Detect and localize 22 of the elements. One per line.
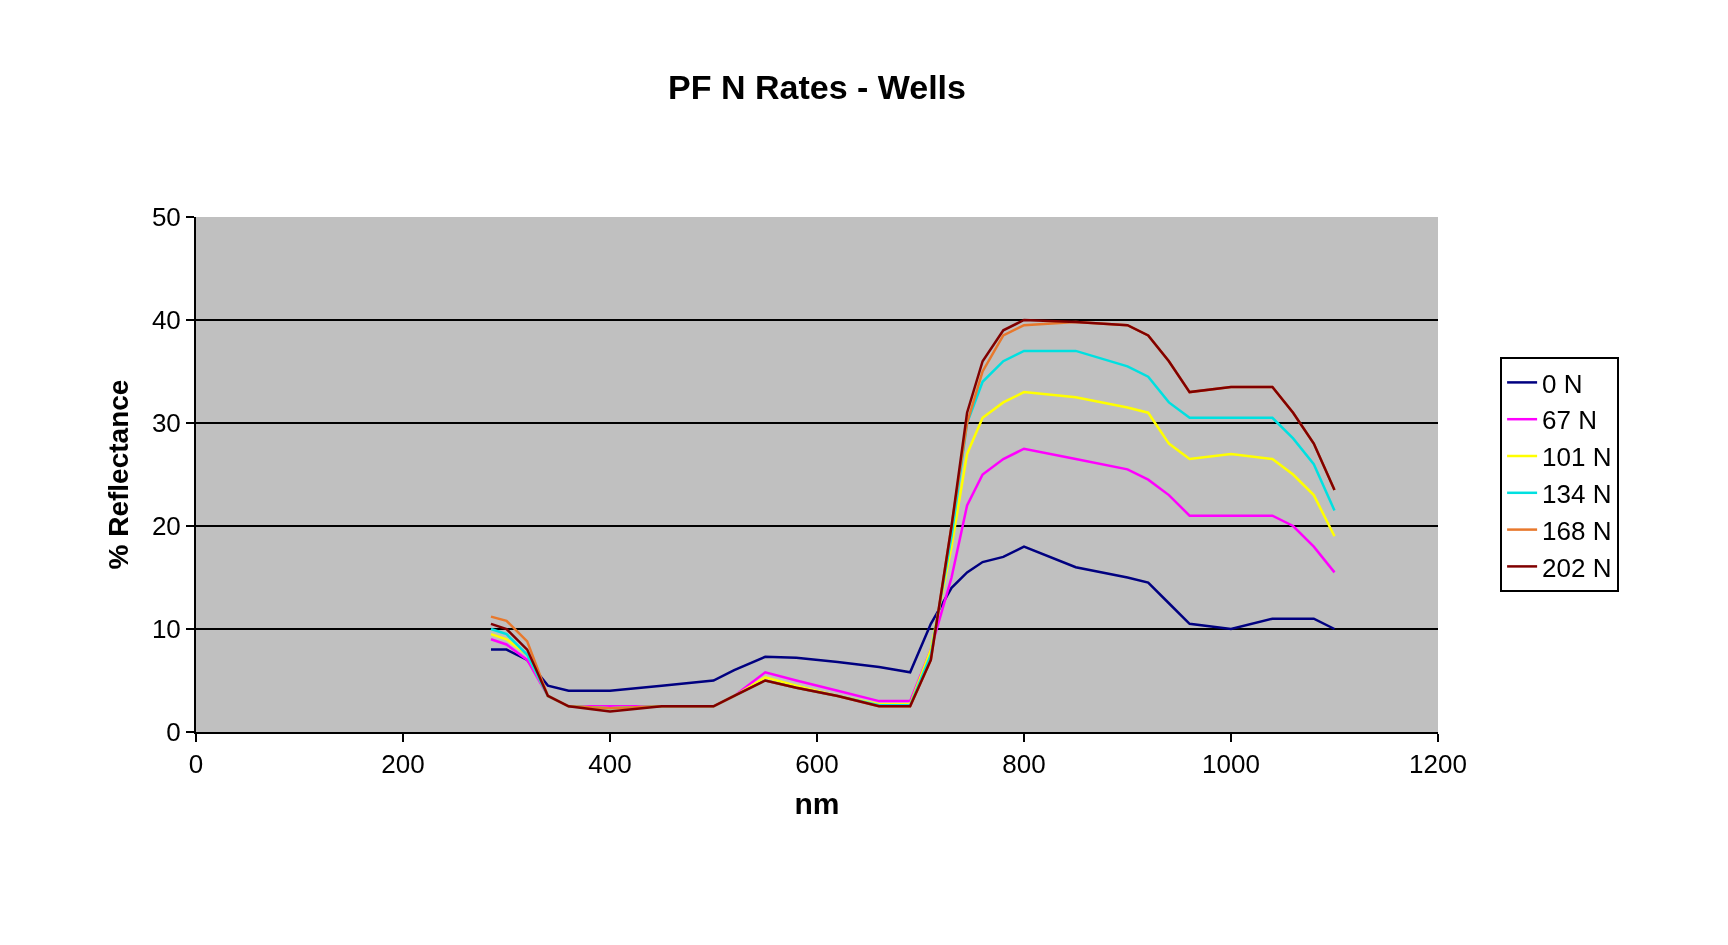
chart-title: PF N Rates - Wells xyxy=(668,68,966,107)
x-tick-label: 1200 xyxy=(1409,749,1467,780)
x-tick-label: 600 xyxy=(795,749,839,780)
y-tick-label: 10 xyxy=(151,614,181,645)
y-axis-title: % Reflectance xyxy=(103,379,135,570)
legend-label: 202 N xyxy=(1542,552,1612,583)
legend-label: 134 N xyxy=(1542,478,1612,509)
legend-label: 0 N xyxy=(1542,368,1583,399)
x-tick-label: 200 xyxy=(381,749,425,780)
y-tick-label: 50 xyxy=(151,202,181,233)
y-tick-label: 0 xyxy=(166,717,181,748)
x-tick-label: 1000 xyxy=(1202,749,1260,780)
legend-label: 67 N xyxy=(1542,405,1598,436)
x-tick-label: 800 xyxy=(1002,749,1046,780)
y-tick-label: 30 xyxy=(151,408,181,439)
y-tick-label: 40 xyxy=(151,305,181,336)
x-axis-title: nm xyxy=(794,787,840,821)
legend-label: 101 N xyxy=(1542,442,1612,473)
x-tick-label: 400 xyxy=(588,749,632,780)
x-tick-label: 0 xyxy=(188,749,204,780)
y-tick-label: 20 xyxy=(151,511,181,542)
legend-label: 168 N xyxy=(1542,515,1612,546)
